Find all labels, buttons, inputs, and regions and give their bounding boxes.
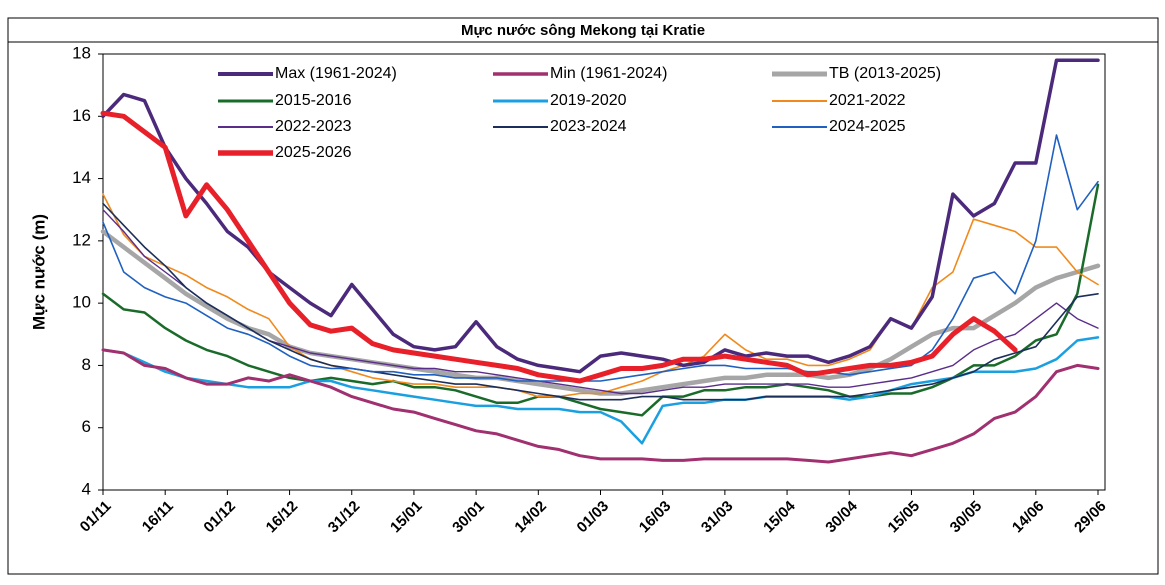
series-line bbox=[102, 134, 1099, 382]
legend-label: 2025-2026 bbox=[275, 144, 352, 161]
y-tick-label: 4 bbox=[82, 479, 91, 498]
legend-label: 2019-2020 bbox=[550, 92, 627, 109]
legend-label: Max (1961-2024) bbox=[275, 65, 397, 82]
y-tick-label: 18 bbox=[72, 43, 91, 62]
chart-title: Mực nước sông Mekong tại Kratie bbox=[461, 22, 705, 39]
y-tick-label: 10 bbox=[72, 293, 91, 312]
legend-label: 2024-2025 bbox=[829, 118, 906, 135]
legend-label: TB (2013-2025) bbox=[829, 65, 941, 82]
y-tick-label: 12 bbox=[72, 230, 91, 249]
y-tick-label: 8 bbox=[82, 355, 91, 374]
legend-label: Min (1961-2024) bbox=[550, 65, 667, 82]
series-line bbox=[100, 110, 1018, 384]
legend-label: 2023-2024 bbox=[550, 118, 627, 135]
series-line bbox=[102, 202, 1099, 401]
y-tick-label: 16 bbox=[72, 106, 91, 125]
legend-label: 2021-2022 bbox=[829, 92, 906, 109]
series-line bbox=[101, 336, 1100, 445]
plot-area bbox=[102, 53, 1106, 491]
legend-label: 2015-2016 bbox=[275, 92, 352, 109]
series-line bbox=[101, 183, 1100, 417]
y-tick-label: 6 bbox=[82, 417, 91, 436]
y-axis-label: Mực nước (m) bbox=[29, 214, 48, 330]
series-line bbox=[102, 193, 1099, 398]
y-tick-label: 14 bbox=[72, 168, 91, 187]
legend-label: 2022-2023 bbox=[275, 118, 352, 135]
chart-frame bbox=[7, 17, 1159, 575]
series-line bbox=[101, 348, 1100, 464]
